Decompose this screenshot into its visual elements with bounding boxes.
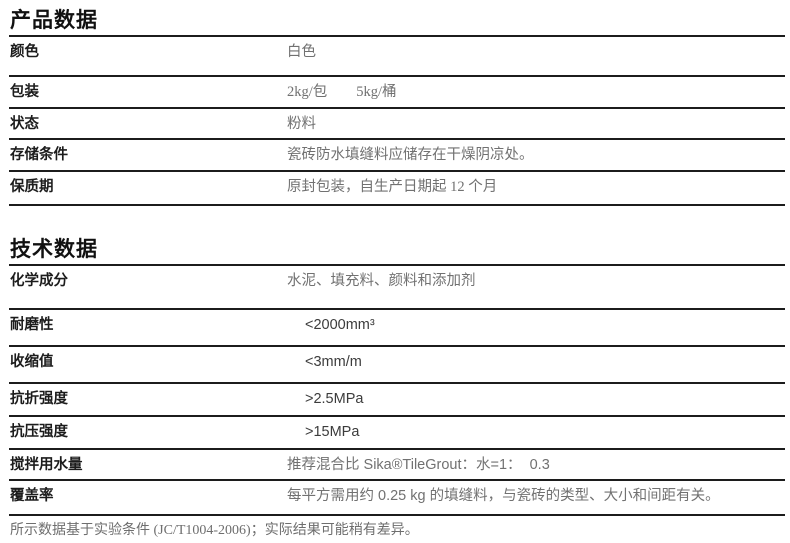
product-section-title: 产品数据 — [9, 10, 785, 37]
table-row: 抗压强度 >15MPa — [9, 415, 785, 448]
row-label: 抗压强度 — [10, 424, 68, 440]
row-value: <3mm/m — [305, 354, 362, 370]
row-label: 状态 — [10, 116, 39, 132]
row-label: 搅拌用水量 — [10, 457, 83, 473]
product-data-table: 颜色 白色 包装 2kg/包 5kg/桶 状态 粉料 存储条件 瓷砖防水填缝料应… — [9, 37, 785, 206]
row-label: 颜色 — [10, 44, 39, 60]
row-value: 每平方需用约 0.25 kg 的填缝料，与瓷砖的类型、大小和间距有关。 — [287, 488, 720, 504]
row-value: <2000mm³ — [305, 317, 375, 333]
row-value: 水泥、填充料、颜料和添加剂 — [287, 273, 476, 289]
row-value: 推荐混合比 Sika®TileGrout：水=1： 0.3 — [287, 457, 550, 473]
row-value: >2.5MPa — [305, 391, 364, 407]
row-label: 存储条件 — [10, 147, 68, 163]
table-row: 包装 2kg/包 5kg/桶 — [9, 75, 785, 107]
row-label: 抗折强度 — [10, 391, 68, 407]
row-label: 收缩值 — [10, 354, 54, 370]
row-label: 化学成分 — [10, 273, 68, 289]
row-label: 耐磨性 — [10, 317, 54, 333]
table-row: 颜色 白色 — [9, 37, 785, 75]
row-label: 保质期 — [10, 179, 54, 195]
row-label: 包装 — [10, 84, 39, 100]
row-value: 瓷砖防水填缝料应储存在干燥阴凉处。 — [287, 147, 534, 163]
table-row: 搅拌用水量 推荐混合比 Sika®TileGrout：水=1： 0.3 — [9, 448, 785, 479]
row-value: 2kg/包 5kg/桶 — [287, 84, 397, 100]
footer-note: 所示数据基于实验条件 (JC/T1004-2006)；实际结果可能稍有差异。 — [10, 523, 419, 538]
table-row: 抗折强度 >2.5MPa — [9, 382, 785, 415]
section-gap — [9, 206, 785, 239]
technical-data-table: 化学成分 水泥、填充料、颜料和添加剂 耐磨性 <2000mm³ 收缩值 <3mm… — [9, 266, 785, 516]
table-row: 收缩值 <3mm/m — [9, 345, 785, 382]
row-value: >15MPa — [305, 424, 360, 440]
table-row: 存储条件 瓷砖防水填缝料应储存在干燥阴凉处。 — [9, 138, 785, 170]
table-row: 覆盖率 每平方需用约 0.25 kg 的填缝料，与瓷砖的类型、大小和间距有关。 — [9, 479, 785, 514]
row-value: 白色 — [287, 44, 316, 60]
row-value: 粉料 — [287, 116, 316, 132]
table-row: 状态 粉料 — [9, 107, 785, 138]
table-row: 保质期 原封包装，自生产日期起 12 个月 — [9, 170, 785, 204]
table-row: 耐磨性 <2000mm³ — [9, 308, 785, 345]
row-value: 原封包装，自生产日期起 12 个月 — [287, 179, 498, 195]
technical-section-title: 技术数据 — [9, 239, 785, 266]
table-row: 化学成分 水泥、填充料、颜料和添加剂 — [9, 266, 785, 308]
row-label: 覆盖率 — [10, 488, 54, 504]
